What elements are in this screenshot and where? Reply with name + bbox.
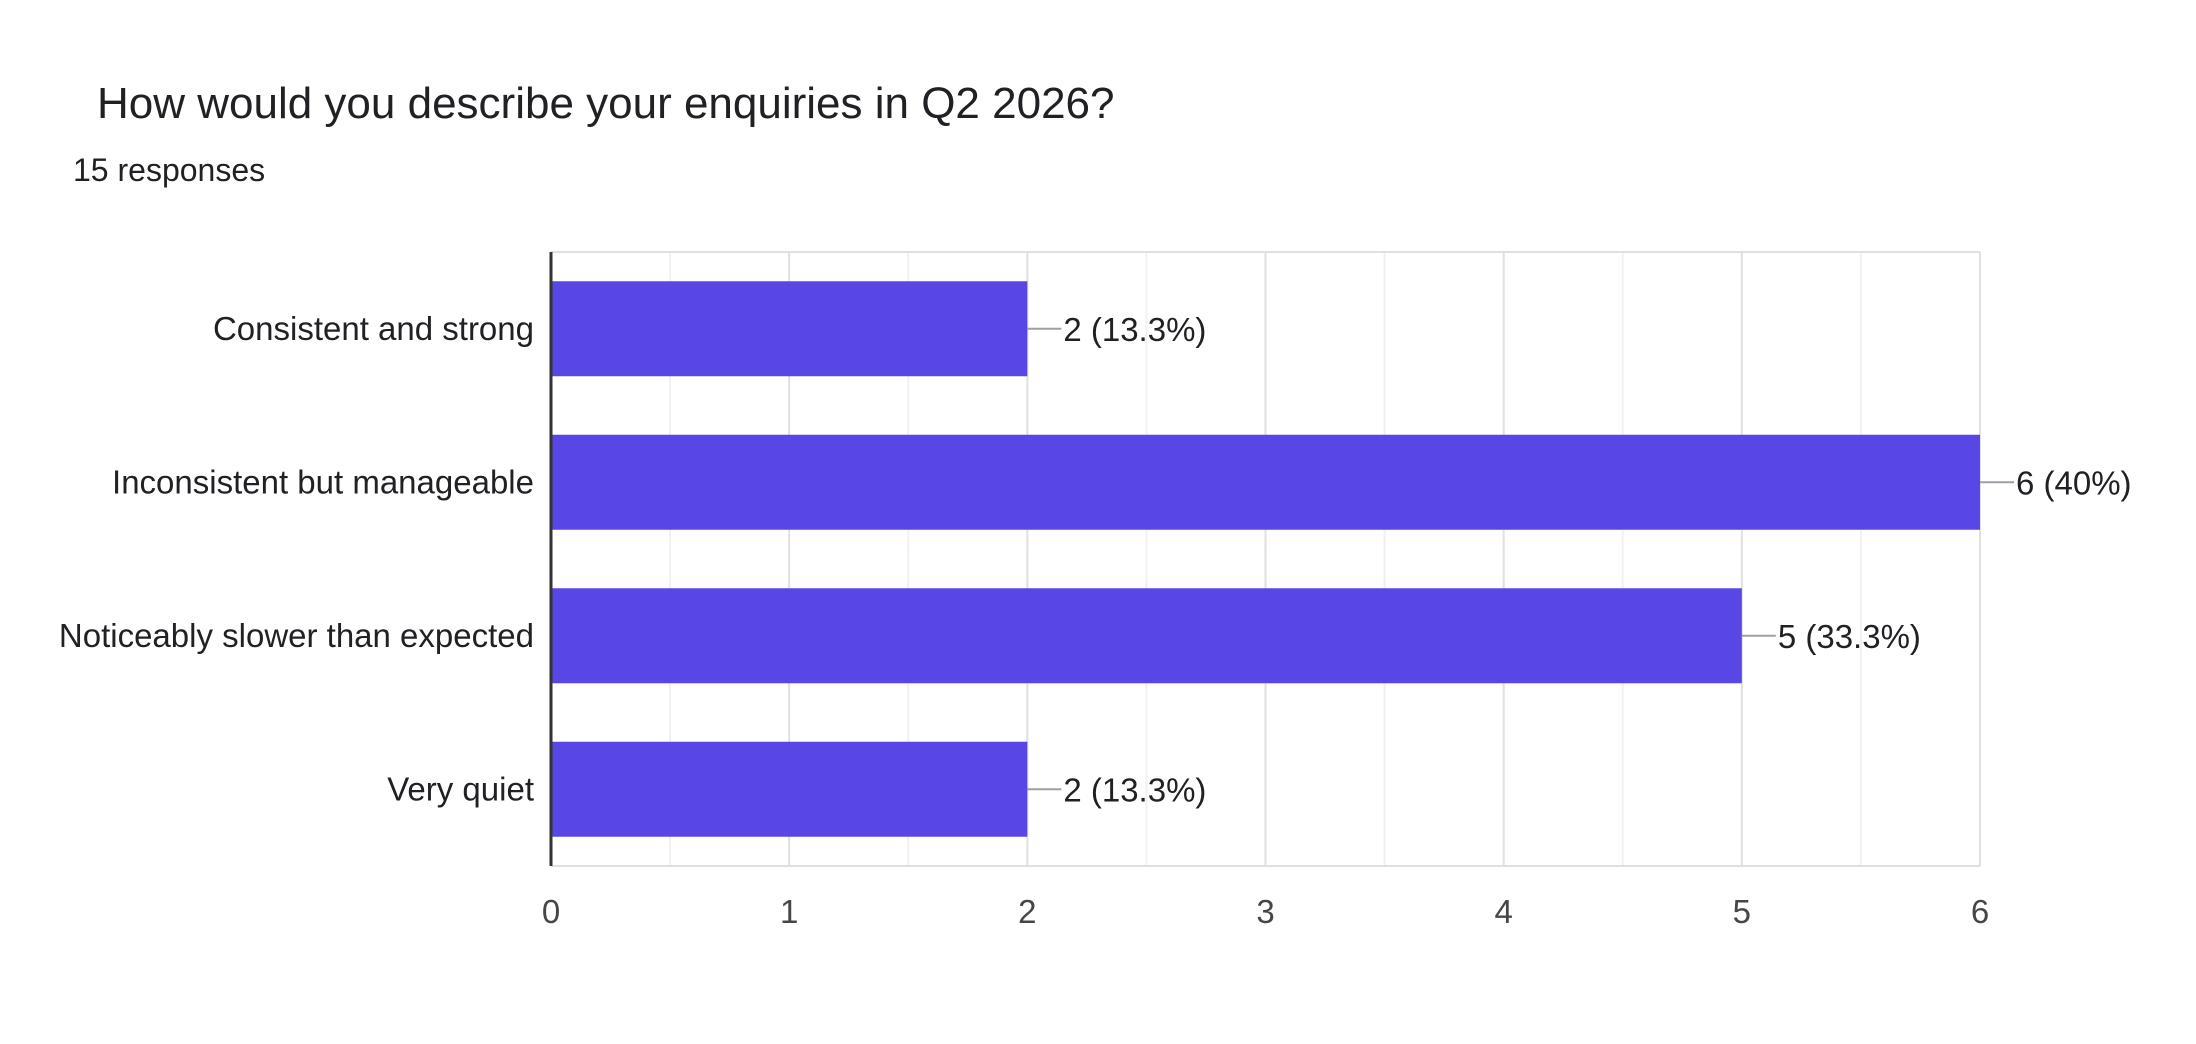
bar [551,741,1028,837]
axes: 0 1 2 3 4 5 6 [542,252,1989,930]
x-tick-label: 6 [1971,893,1989,930]
x-tick-label: 0 [542,893,560,930]
bars [551,281,1980,837]
x-tick-label: 3 [1256,893,1274,930]
x-tick-label: 5 [1733,893,1751,930]
x-tick-label: 4 [1494,893,1512,930]
bar [551,281,1028,377]
labels: Consistent and strong 2 (13.3%) Inconsiste… [59,310,2132,809]
category-label: Noticeably slower than expected [59,617,534,654]
category-label: Consistent and strong [213,310,534,347]
x-tick-label: 1 [780,893,798,930]
data-label: 6 (40%) [2016,464,2132,501]
bar [551,434,1980,530]
data-label: 2 (13.3%) [1063,771,1206,808]
data-label: 5 (33.3%) [1778,618,1921,655]
bar [551,588,1742,684]
data-label: 2 (13.3%) [1063,311,1206,348]
x-tick-label: 2 [1018,893,1036,930]
category-label: Very quiet [387,770,534,807]
response-count: 15 responses [73,152,266,188]
chart-title: How would you describe your enquiries in… [97,79,1115,128]
category-label: Inconsistent but manageable [112,463,534,500]
